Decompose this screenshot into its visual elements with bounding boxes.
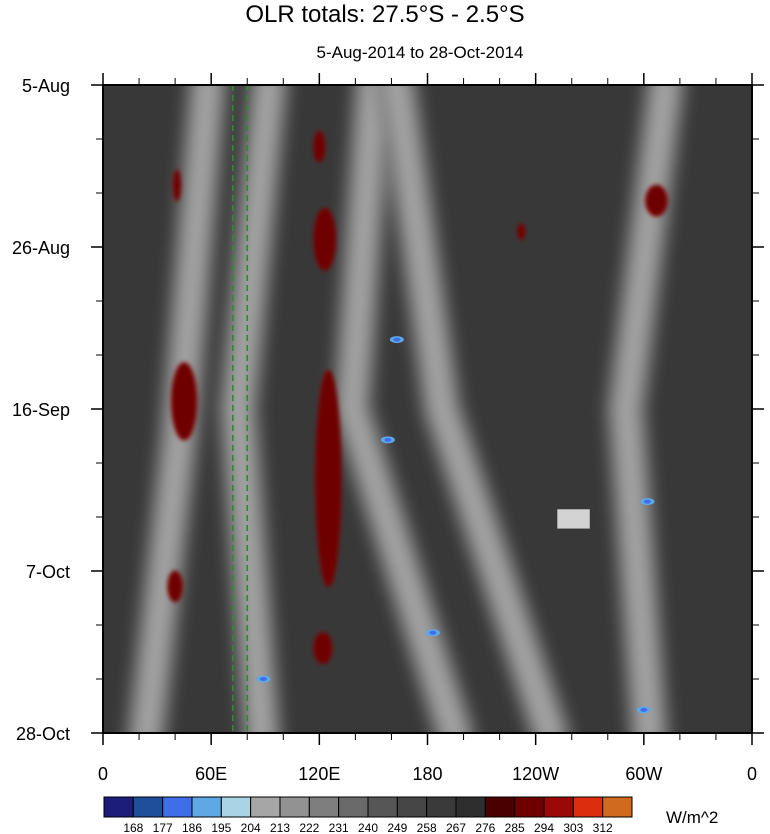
colorbar-units: W/m^2 [666, 808, 718, 827]
high-olr-region-3 [313, 207, 337, 271]
high-olr-region-7 [313, 130, 326, 163]
colorbar-label-8: 240 [358, 821, 378, 834]
x-tick-label-4: 120W [512, 764, 559, 784]
colorbar-swatch-14 [514, 796, 545, 818]
convective-band-band-1-core [135, 85, 219, 733]
colorbar-label-6: 222 [299, 821, 319, 834]
colorbar-swatch-8 [338, 796, 369, 818]
x-tick-label-5: 60W [625, 764, 662, 784]
colorbar-swatch-2 [162, 796, 193, 818]
colorbar-label-14: 294 [534, 821, 554, 834]
y-tick-label-0: 5-Aug [22, 76, 70, 96]
high-olr-region-6 [645, 184, 668, 217]
convective-band-band-2-core [227, 85, 280, 733]
colorbar-swatch-10 [396, 796, 428, 818]
colorbar: 168 177 186 195 204 213 222 231 240 249 258 267 276 2… [103, 796, 633, 834]
colorbar-swatch-4 [220, 796, 252, 818]
colorbar-label-2: 186 [182, 821, 202, 834]
x-tick-label-3: 180 [412, 764, 442, 784]
y-tick-label-2: 16-Sep [12, 400, 70, 420]
reference-lines [232, 85, 249, 733]
plot-area [103, 85, 752, 733]
axis-ticks: 0 60E 120E 180 120W 60W 0 5-Aug 26-Aug 16-Sep 7-Oc… [12, 73, 764, 784]
x-tick-label-1: 60E [195, 764, 227, 784]
chart-title: OLR totals: 27.5°S - 2.5°S [245, 1, 524, 28]
high-olr-region-2 [167, 570, 183, 603]
convective-band-band-4-core [385, 85, 562, 733]
colorbar-swatch-17 [602, 796, 633, 818]
y-tick-label-1: 26-Aug [12, 238, 70, 258]
colorbar-label-4: 204 [241, 821, 261, 834]
colorbar-label-13: 285 [505, 821, 525, 834]
low-olr-spot-core-2 [384, 437, 392, 442]
colorbar-label-16: 312 [593, 821, 613, 834]
colorbar-label-0: 168 [123, 821, 143, 834]
high-olr-region-8 [172, 169, 182, 202]
colorbar-label-5: 213 [270, 821, 290, 834]
colorbar-label-12: 276 [475, 821, 495, 834]
high-olr-region-5 [313, 632, 333, 665]
colorbar-swatch-6 [279, 796, 310, 818]
colorbar-swatch-7 [308, 796, 340, 818]
convective-band-band-3-core [340, 85, 466, 733]
y-tick-label-4: 28-Oct [16, 724, 70, 744]
low-olr-spot-core-1 [393, 337, 401, 342]
colorbar-label-3: 195 [211, 821, 231, 834]
colorbar-label-11: 267 [446, 821, 466, 834]
colorbar-swatch-9 [367, 796, 398, 818]
colorbar-swatch-1 [132, 796, 164, 818]
x-tick-label-0: 0 [98, 764, 108, 784]
very-low-olr-spots [256, 336, 655, 714]
colorbar-label-10: 258 [417, 821, 437, 834]
x-tick-label-6: 0 [747, 764, 757, 784]
colorbar-swatch-3 [191, 796, 222, 818]
chart-subtitle: 5-Aug-2014 to 28-Oct-2014 [317, 43, 524, 62]
high-olr-region-9 [517, 223, 526, 240]
high-olr-region-4 [315, 369, 342, 587]
x-tick-label-2: 120E [298, 764, 340, 784]
colorbar-label-15: 303 [563, 821, 583, 834]
low-olr-spot-core-3 [429, 630, 437, 635]
colorbar-swatch-13 [484, 796, 516, 818]
colorbar-swatch-16 [572, 796, 604, 818]
colorbar-swatch-15 [543, 796, 574, 818]
colorbar-label-9: 249 [387, 821, 407, 834]
y-tick-label-3: 7-Oct [26, 562, 70, 582]
colorbar-label-1: 177 [153, 821, 173, 834]
low-olr-spot-core-5 [259, 677, 267, 681]
colorbar-swatch-12 [455, 796, 486, 818]
missing-data-box [557, 509, 590, 529]
low-olr-spot-core-6 [643, 499, 651, 504]
colorbar-swatch-5 [250, 796, 281, 818]
low-olr-spot-core-4 [640, 707, 648, 712]
colorbar-swatch-11 [426, 796, 457, 818]
high-olr-regions [167, 130, 668, 665]
colorbar-label-7: 231 [329, 821, 349, 834]
colorbar-swatch-0 [103, 796, 134, 818]
high-olr-region-1 [171, 362, 198, 441]
